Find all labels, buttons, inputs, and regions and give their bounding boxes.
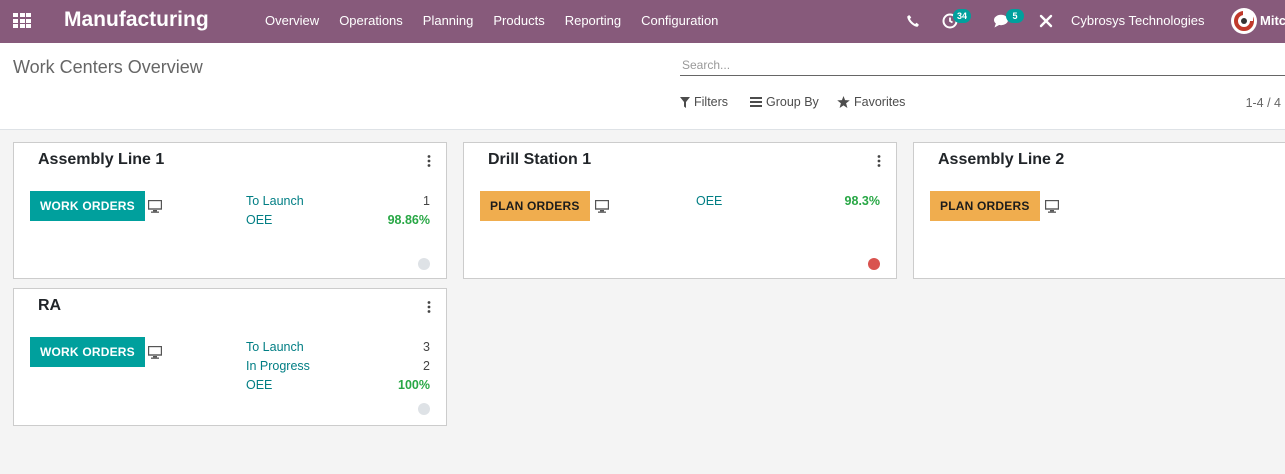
filters-button[interactable]: Filters <box>680 95 728 109</box>
stat-value-in-progress: 2 <box>423 359 430 373</box>
search-input[interactable] <box>680 55 1285 76</box>
work-orders-button[interactable]: WORK ORDERS <box>30 337 145 367</box>
group-by-label: Group By <box>766 95 819 109</box>
group-by-button[interactable]: Group By <box>750 95 819 109</box>
workcenter-card-assembly-line-2[interactable]: Assembly Line 2 PLAN ORDERS <box>913 142 1285 279</box>
workcenter-card-drill-station-1[interactable]: Drill Station 1 PLAN ORDERS OEE 98.3% <box>463 142 897 279</box>
menu-item-configuration[interactable]: Configuration <box>641 13 719 28</box>
avatar-logo-icon <box>1232 9 1256 33</box>
kebab-menu-icon[interactable] <box>427 155 431 167</box>
top-navbar: Manufacturing Overview Operations Planni… <box>0 0 1285 43</box>
card-title[interactable]: Assembly Line 1 <box>38 151 165 168</box>
card-title[interactable]: Assembly Line 2 <box>938 151 1065 168</box>
stat-value-oee: 98.86% <box>387 213 430 227</box>
menu-item-overview[interactable]: Overview <box>265 13 320 28</box>
workcenter-card-assembly-line-1[interactable]: Assembly Line 1 WORK ORDERS To Launch 1 … <box>13 142 447 279</box>
phone-icon[interactable] <box>906 13 920 29</box>
stat-label-oee[interactable]: OEE <box>696 194 723 208</box>
stat-value-to-launch: 1 <box>423 194 430 208</box>
card-title[interactable]: Drill Station 1 <box>488 151 592 168</box>
menu-item-reporting[interactable]: Reporting <box>564 13 622 28</box>
menu-item-operations[interactable]: Operations <box>339 13 403 28</box>
user-name[interactable]: Mitc <box>1260 13 1285 28</box>
favorites-label: Favorites <box>854 95 906 109</box>
workcenter-card-ra[interactable]: RA WORK ORDERS To Launch 3 In Progress 2… <box>13 288 447 426</box>
activity-count-badge: 34 <box>953 9 972 23</box>
stat-label-in-progress[interactable]: In Progress <box>246 359 310 373</box>
stat-label-to-launch[interactable]: To Launch <box>246 340 304 354</box>
apps-menu-icon[interactable] <box>13 13 31 28</box>
menu-item-products[interactable]: Products <box>493 13 545 28</box>
stat-label-oee[interactable]: OEE <box>246 378 273 392</box>
card-title[interactable]: RA <box>38 297 62 314</box>
status-dot-idle[interactable] <box>418 403 430 415</box>
menu-item-planning[interactable]: Planning <box>422 13 474 28</box>
message-count-badge: 5 <box>1006 9 1024 23</box>
stat-value-to-launch: 3 <box>423 340 430 354</box>
monitor-icon[interactable] <box>595 200 609 213</box>
kebab-menu-icon[interactable] <box>427 301 431 313</box>
app-title[interactable]: Manufacturing <box>64 8 209 31</box>
stat-value-oee: 98.3% <box>844 194 880 208</box>
tools-icon[interactable] <box>1038 13 1054 29</box>
stat-value-oee: 100% <box>398 378 430 392</box>
star-icon <box>837 96 850 108</box>
main-menu: Overview Operations Planning Products Re… <box>255 0 728 43</box>
filters-label: Filters <box>694 95 729 109</box>
chat-icon[interactable] <box>993 13 1011 29</box>
filter-icon <box>680 96 690 108</box>
user-avatar[interactable] <box>1231 8 1257 34</box>
monitor-icon[interactable] <box>148 346 162 359</box>
plan-orders-button[interactable]: PLAN ORDERS <box>930 191 1040 221</box>
favorites-button[interactable]: Favorites <box>837 95 905 109</box>
status-dot-blocked[interactable] <box>868 258 880 270</box>
plan-orders-button[interactable]: PLAN ORDERS <box>480 191 590 221</box>
status-dot-idle[interactable] <box>418 258 430 270</box>
breadcrumb: Work Centers Overview <box>13 57 203 77</box>
pager-value[interactable]: 1-4 / 4 <box>1245 96 1281 110</box>
work-orders-button[interactable]: WORK ORDERS <box>30 191 145 221</box>
list-icon <box>750 97 762 107</box>
monitor-icon[interactable] <box>148 200 162 213</box>
monitor-icon[interactable] <box>1045 200 1059 213</box>
kebab-menu-icon[interactable] <box>877 155 881 167</box>
stat-label-oee[interactable]: OEE <box>246 213 273 227</box>
stat-label-to-launch[interactable]: To Launch <box>246 194 304 208</box>
company-switcher[interactable]: Cybrosys Technologies <box>1071 13 1205 28</box>
control-panel: Work Centers Overview Filters Group By F… <box>0 43 1285 130</box>
